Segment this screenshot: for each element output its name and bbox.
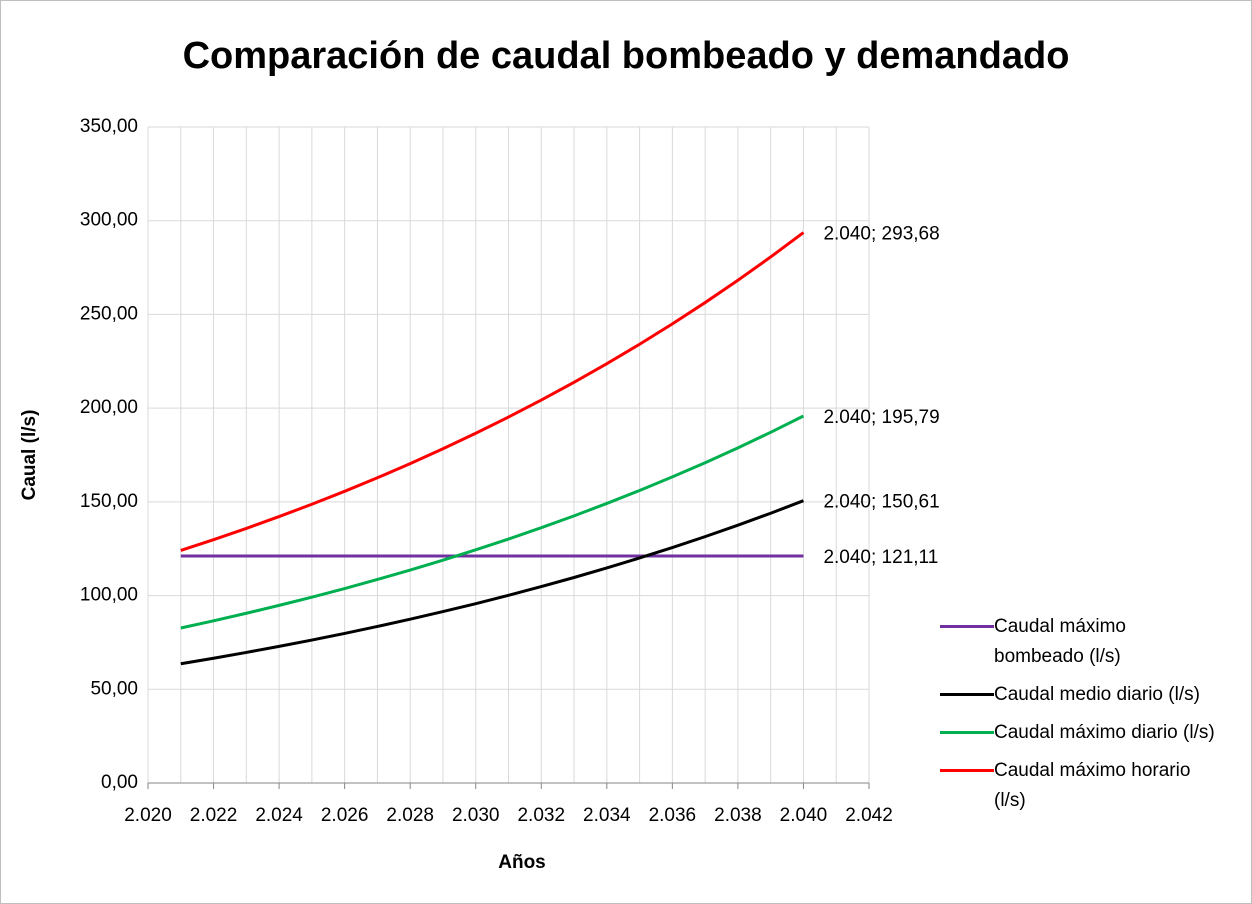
y-tick-label: 50,00 [90, 678, 138, 699]
series-line [180, 499, 804, 666]
y-tick-label: 0,00 [101, 772, 138, 793]
x-tick-label: 2.040 [780, 805, 828, 826]
x-tick-label: 2.026 [321, 805, 369, 826]
x-tick-label: 2.038 [714, 805, 762, 826]
legend-label: Caudal máximo diario (l/s) [994, 722, 1215, 743]
legend-item: Caudal máximo bombeado (l/s) [940, 612, 1240, 672]
x-tick-label: 2.024 [255, 805, 303, 826]
data-label: 2.040; 150,61 [823, 492, 939, 513]
x-tick-label: 2.036 [649, 805, 697, 826]
series-line [180, 231, 805, 552]
legend-item: Caudal medio diario (l/s) [940, 680, 1240, 710]
x-tick-label: 2.028 [386, 805, 434, 826]
chart-title: Comparación de caudal bombeado y demanda… [183, 35, 1070, 77]
data-label: 2.040; 195,79 [823, 407, 939, 428]
x-tick-label: 2.042 [845, 805, 893, 826]
legend-swatch [940, 693, 994, 696]
legend-label: Caudal medio diario (l/s) [994, 684, 1200, 705]
y-tick-label: 200,00 [80, 397, 138, 418]
legend-item: Caudal máximo horario (l/s) [940, 756, 1240, 816]
y-tick-label: 300,00 [80, 210, 138, 231]
x-tick-label: 2.034 [583, 805, 631, 826]
data-label: 2.040; 293,68 [823, 224, 939, 245]
legend-swatch [940, 731, 994, 734]
x-tick-label: 2.030 [452, 805, 500, 826]
x-tick-label: 2.032 [517, 805, 565, 826]
y-tick-label: 250,00 [80, 303, 138, 324]
x-tick-label: 2.022 [190, 805, 238, 826]
data-label: 2.040; 121,11 [823, 547, 938, 568]
legend-label: Caudal máximo horario (l/s) [994, 760, 1191, 811]
x-axis-title: Años [498, 852, 546, 873]
legend: Caudal máximo bombeado (l/s) Caudal medio… [940, 612, 1240, 824]
y-tick-label: 150,00 [80, 491, 138, 512]
series-line [180, 414, 805, 630]
y-tick-label: 350,00 [80, 116, 138, 137]
legend-swatch [940, 769, 994, 772]
y-axis-title: Caual (l/s) [19, 410, 40, 501]
legend-swatch [940, 625, 994, 628]
legend-label: Caudal máximo bombeado (l/s) [994, 616, 1126, 667]
x-tick-label: 2.020 [124, 805, 172, 826]
y-tick-label: 100,00 [80, 585, 138, 606]
legend-item: Caudal máximo diario (l/s) [940, 718, 1240, 748]
